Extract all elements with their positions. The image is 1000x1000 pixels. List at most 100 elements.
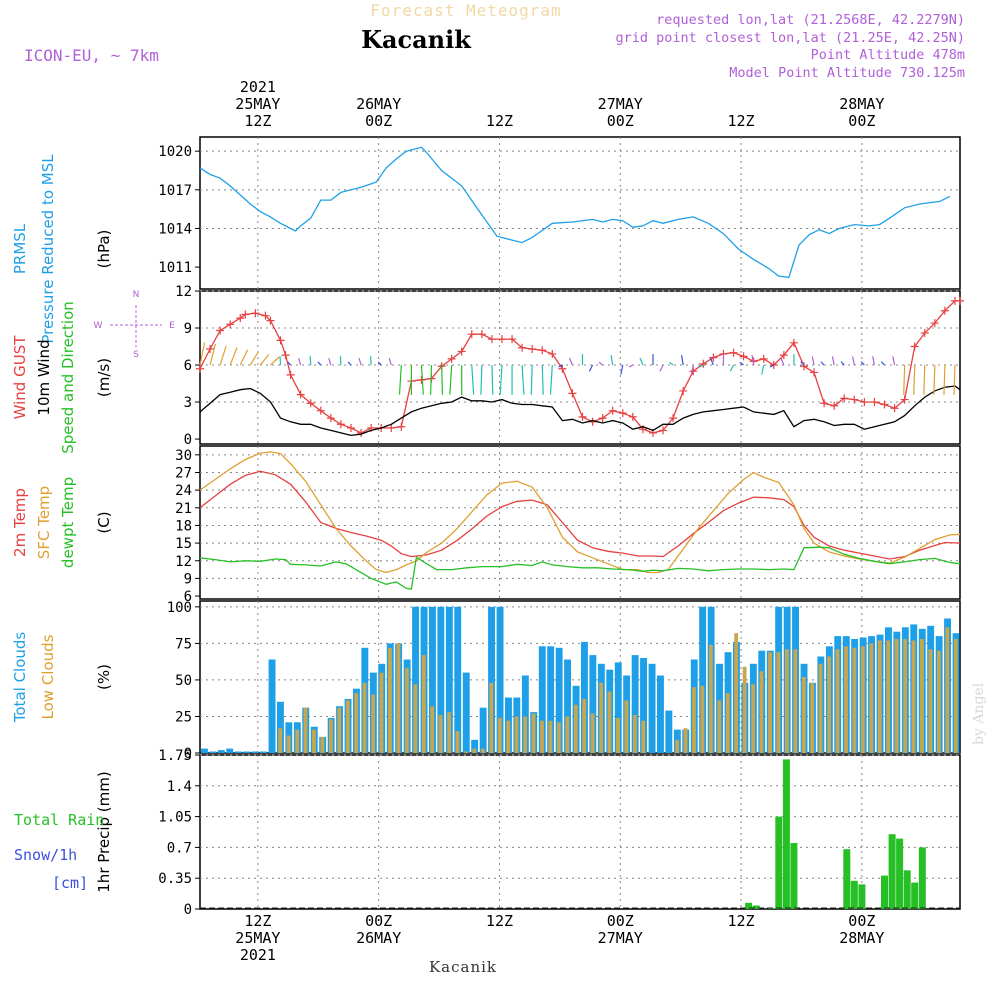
low-cloud-bar	[717, 700, 722, 753]
y-axis-label: 10m Wind	[35, 339, 53, 415]
y-tick-label: 18	[175, 518, 192, 534]
low-cloud-bar	[497, 717, 502, 753]
gust-marker	[336, 420, 345, 429]
wind-direction-arrow	[209, 343, 216, 366]
time-label: 2021	[240, 78, 276, 96]
wind-direction-arrow	[239, 349, 249, 366]
model-altitude: Model Point Altitude 730.125m	[729, 65, 965, 81]
rain-bar	[850, 880, 858, 909]
wind-direction-arrow	[287, 361, 292, 366]
total-cloud-bar	[277, 701, 284, 753]
gust-marker	[739, 352, 748, 361]
low-cloud-bar	[861, 646, 865, 753]
rain-bar	[903, 870, 911, 909]
low-cloud-bar	[928, 649, 933, 753]
total-cloud-bar	[488, 606, 495, 753]
gust-marker	[900, 395, 909, 404]
compass-label: S	[133, 350, 139, 360]
low-cloud-bar	[371, 694, 375, 753]
wind-direction-arrow	[430, 365, 433, 395]
time-label: 2021	[240, 946, 276, 964]
low-cloud-bar	[582, 698, 587, 753]
gust-marker	[880, 400, 889, 409]
y-tick-label: 0.7	[167, 840, 192, 856]
low-cloud-bar	[607, 691, 612, 753]
time-label: 26MAY	[356, 929, 401, 947]
time-label: 00Z	[848, 912, 875, 930]
panel-frame	[199, 445, 961, 600]
total-cloud-bar	[581, 641, 588, 753]
low-cloud-bar	[903, 639, 907, 753]
low-cloud-bar	[911, 640, 916, 753]
wind-direction-arrow	[309, 356, 312, 366]
time-label: 12Z	[486, 112, 513, 130]
gust-marker	[241, 310, 250, 319]
total-cloud-bar	[631, 655, 639, 753]
compass-rose: N S W E	[94, 290, 176, 360]
total-cloud-bar	[209, 751, 217, 753]
low-cloud-bar	[286, 735, 291, 753]
rain-bar	[752, 905, 760, 909]
low-cloud-bar	[877, 640, 882, 753]
panel-pressure: 1011 1014 1017 1020 PRMSL Pressure Reduced to…	[11, 136, 961, 344]
wind-direction-arrow	[953, 365, 956, 395]
low-cloud-bar	[354, 693, 359, 753]
total-cloud-bar	[614, 662, 622, 753]
low-cloud-bar	[430, 706, 435, 753]
gust-marker	[487, 335, 496, 344]
y-tick-label: 1.4	[167, 779, 192, 795]
wind-direction-arrow	[923, 365, 926, 395]
y-axis-label: PRMSL	[11, 223, 29, 274]
gust-marker	[659, 426, 668, 435]
footer-location: Kacanik	[429, 958, 497, 976]
precip-legend-label: Snow/1h	[14, 846, 77, 864]
low-cloud-bar	[793, 649, 798, 753]
y-tick-label: 1014	[158, 221, 192, 237]
low-cloud-bar	[557, 722, 561, 753]
rain-bar	[745, 902, 753, 909]
low-cloud-bar	[844, 646, 848, 753]
gust-marker	[860, 398, 869, 407]
low-cloud-bar	[396, 643, 401, 753]
wind-direction-arrow	[709, 357, 714, 366]
low-cloud-bar	[455, 731, 460, 753]
wind-direction-arrow	[549, 364, 553, 395]
low-cloud-bar	[734, 633, 739, 753]
gust-marker	[820, 399, 829, 408]
low-cloud-bar	[388, 647, 392, 753]
low-cloud-bar	[692, 687, 696, 753]
rain-bar	[896, 838, 904, 909]
wind-direction-arrow	[568, 357, 574, 366]
wind-direction-arrow	[530, 365, 533, 395]
y-tick-label: 6	[184, 589, 192, 605]
gust-marker	[870, 398, 879, 407]
y-axis-label: Pressure Reduced to MSL	[39, 154, 57, 344]
grid-point-coords: grid point closest lon,lat (21.25E, 42.2…	[616, 30, 966, 46]
wind-direction-arrow	[639, 357, 644, 366]
gust-marker	[477, 330, 486, 339]
location-title: Kacanik	[361, 25, 472, 54]
wind-direction-arrow	[903, 365, 906, 395]
low-cloud-bar	[700, 685, 705, 753]
y-axis-label: 1hr Precip (mm)	[95, 771, 113, 892]
low-cloud-bar	[489, 682, 494, 753]
wind-direction-arrow	[377, 361, 382, 366]
y-tick-label: 21	[175, 501, 192, 517]
low-cloud-bar	[759, 671, 764, 753]
total-cloud-bar	[665, 710, 673, 753]
y-tick-label: 24	[175, 483, 192, 499]
time-label: 27MAY	[598, 929, 643, 947]
compass-label: N	[133, 290, 140, 300]
wind-direction-arrow	[521, 364, 525, 395]
low-cloud-bar	[514, 716, 519, 753]
time-label: 00Z	[365, 912, 392, 930]
gust-marker	[346, 423, 355, 432]
series-line	[199, 546, 961, 590]
gust-marker	[956, 296, 964, 305]
wind-direction-arrow	[499, 364, 503, 395]
rain-bar	[775, 816, 783, 909]
total-cloud-bar	[521, 675, 529, 753]
low-cloud-bar	[633, 715, 637, 753]
